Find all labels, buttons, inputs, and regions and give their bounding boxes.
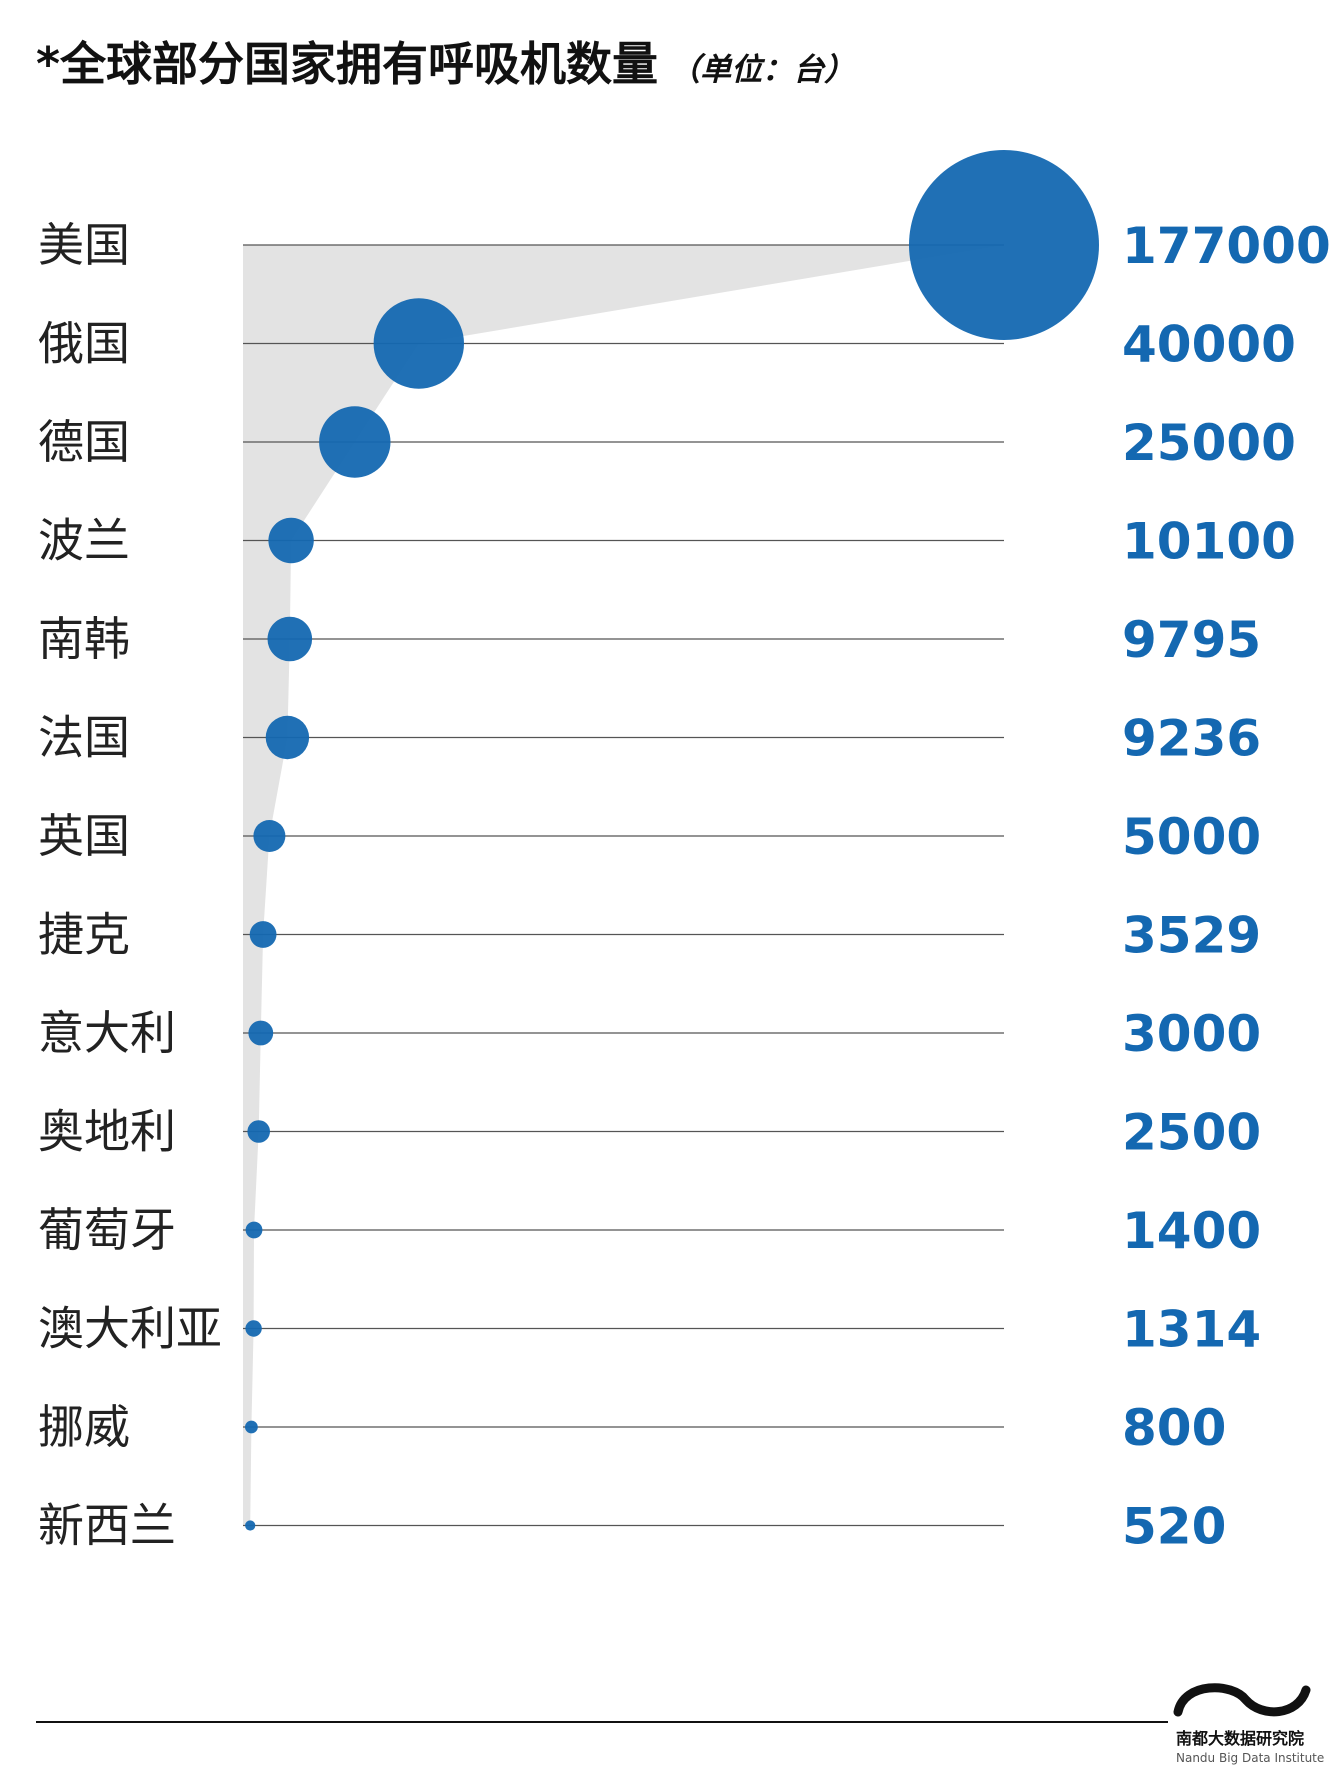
unit-note: （单位：台）: [669, 52, 855, 88]
value-label: 520: [1122, 1498, 1226, 1556]
logo-wave-icon: [1173, 1683, 1311, 1717]
bubble: [249, 921, 277, 948]
bubble: [268, 517, 314, 564]
bubble: [253, 820, 286, 852]
bubble: [265, 715, 310, 760]
value-label: 40000: [1122, 316, 1296, 374]
logo-text-en: Nandu Big Data Institute: [1176, 1751, 1324, 1765]
value-label: 9795: [1122, 611, 1261, 669]
bubble: [909, 150, 1099, 340]
country-label: 美国: [38, 218, 130, 272]
bubble: [373, 298, 464, 389]
bubble: [245, 1520, 256, 1531]
country-label: 波兰: [38, 514, 130, 568]
bubble: [319, 406, 391, 478]
bubble: [248, 1020, 274, 1046]
country-label: 南韩: [38, 612, 130, 666]
bubble: [245, 1221, 263, 1239]
country-label: 捷克: [38, 908, 130, 962]
country-label: 葡萄牙: [38, 1203, 176, 1257]
country-label: 法国: [38, 711, 130, 765]
value-label: 800: [1122, 1399, 1226, 1457]
value-label: 1314: [1122, 1301, 1261, 1359]
value-label: 177000: [1122, 217, 1331, 275]
cumulative-area: [243, 245, 1004, 1526]
country-label: 新西兰: [38, 1499, 176, 1553]
country-label: 挪威: [38, 1400, 130, 1454]
brand-logo: 南都大数据研究院 Nandu Big Data Institute: [1173, 1683, 1324, 1765]
bubble: [247, 1120, 270, 1143]
country-label: 澳大利亚: [38, 1302, 222, 1356]
logo-text-cn: 南都大数据研究院: [1176, 1729, 1304, 1748]
title-text: *全球部分国家拥有呼吸机数量: [36, 37, 658, 91]
country-label: 奥地利: [38, 1105, 176, 1159]
country-label: 德国: [38, 415, 130, 469]
country-label: 俄国: [38, 317, 130, 371]
value-label: 3529: [1122, 907, 1261, 965]
bubble: [245, 1320, 262, 1337]
bubble: [245, 1420, 258, 1434]
country-label: 意大利: [38, 1006, 176, 1060]
chart-title: *全球部分国家拥有呼吸机数量 （单位：台）: [36, 37, 855, 91]
country-label: 英国: [38, 809, 130, 863]
value-label: 25000: [1122, 414, 1296, 472]
value-label: 9236: [1122, 710, 1261, 768]
value-label: 1400: [1122, 1202, 1261, 1260]
value-label: 10100: [1122, 513, 1296, 571]
value-label: 3000: [1122, 1005, 1261, 1063]
value-label: 2500: [1122, 1104, 1261, 1162]
value-label: 5000: [1122, 808, 1261, 866]
bubble: [267, 616, 313, 662]
